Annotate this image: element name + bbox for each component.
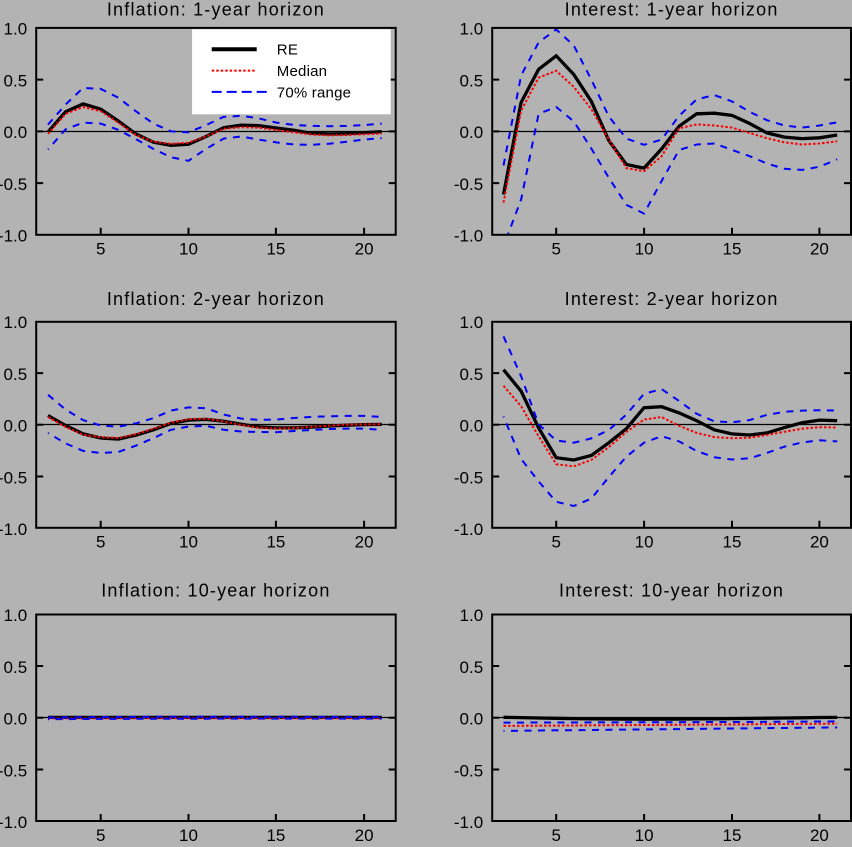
svg-text:-0.5: -0.5 (0, 761, 27, 780)
svg-text:5: 5 (96, 532, 105, 551)
svg-text:0.0: 0.0 (4, 417, 28, 436)
svg-text:-0.5: -0.5 (454, 761, 483, 780)
svg-text:1.0: 1.0 (460, 313, 484, 332)
svg-text:15: 15 (266, 826, 285, 842)
svg-text:-1.0: -1.0 (0, 813, 27, 832)
svg-text:RE: RE (277, 42, 298, 59)
svg-text:-1.0: -1.0 (454, 227, 483, 246)
svg-text:Interest: 1-year horizon: Interest: 1-year horizon (565, 0, 779, 19)
svg-text:20: 20 (355, 532, 374, 551)
svg-text:20: 20 (355, 240, 374, 259)
svg-text:1.0: 1.0 (4, 20, 28, 39)
svg-text:0.5: 0.5 (4, 71, 28, 90)
svg-text:5: 5 (551, 826, 560, 842)
svg-text:-1.0: -1.0 (0, 520, 27, 539)
svg-text:0.5: 0.5 (4, 658, 28, 677)
svg-text:10: 10 (179, 532, 198, 551)
svg-text:5: 5 (551, 532, 560, 551)
svg-text:20: 20 (810, 826, 829, 842)
svg-text:-1.0: -1.0 (454, 813, 483, 832)
svg-text:0.0: 0.0 (4, 123, 28, 142)
svg-text:20: 20 (810, 240, 829, 259)
svg-text:0.5: 0.5 (4, 365, 28, 384)
svg-text:Interest: 2-year horizon: Interest: 2-year horizon (565, 289, 779, 309)
svg-text:0.0: 0.0 (460, 123, 484, 142)
svg-text:-0.5: -0.5 (454, 468, 483, 487)
svg-text:0.0: 0.0 (4, 710, 28, 729)
svg-text:10: 10 (179, 826, 198, 842)
svg-text:5: 5 (96, 826, 105, 842)
svg-text:1.0: 1.0 (460, 20, 484, 39)
svg-text:-1.0: -1.0 (0, 227, 27, 246)
svg-text:20: 20 (355, 826, 374, 842)
svg-text:Inflation: 10-year horizon: Inflation: 10-year horizon (101, 581, 330, 601)
svg-text:15: 15 (723, 826, 742, 842)
svg-text:15: 15 (723, 240, 742, 259)
svg-text:-0.5: -0.5 (454, 175, 483, 194)
svg-text:20: 20 (810, 532, 829, 551)
svg-text:0.5: 0.5 (460, 71, 484, 90)
svg-text:5: 5 (551, 240, 560, 259)
svg-text:0.0: 0.0 (460, 710, 484, 729)
svg-text:1.0: 1.0 (4, 606, 28, 625)
svg-text:10: 10 (179, 240, 198, 259)
svg-text:0.5: 0.5 (460, 658, 484, 677)
svg-text:1.0: 1.0 (460, 606, 484, 625)
svg-text:5: 5 (96, 240, 105, 259)
svg-text:0.5: 0.5 (460, 365, 484, 384)
svg-text:15: 15 (266, 240, 285, 259)
svg-text:Interest: 10-year horizon: Interest: 10-year horizon (559, 581, 784, 601)
svg-text:Inflation: 2-year horizon: Inflation: 2-year horizon (107, 289, 325, 309)
svg-text:0.0: 0.0 (460, 417, 484, 436)
svg-text:10: 10 (635, 826, 654, 842)
svg-text:-0.5: -0.5 (0, 468, 27, 487)
svg-text:1.0: 1.0 (4, 313, 28, 332)
svg-text:10: 10 (635, 240, 654, 259)
svg-text:-0.5: -0.5 (0, 175, 27, 194)
svg-text:15: 15 (723, 532, 742, 551)
svg-text:-1.0: -1.0 (454, 520, 483, 539)
svg-text:70% range: 70% range (277, 84, 351, 101)
svg-text:Inflation: 1-year horizon: Inflation: 1-year horizon (107, 0, 325, 19)
svg-text:10: 10 (635, 532, 654, 551)
svg-text:15: 15 (266, 532, 285, 551)
svg-text:Median: Median (277, 63, 327, 80)
